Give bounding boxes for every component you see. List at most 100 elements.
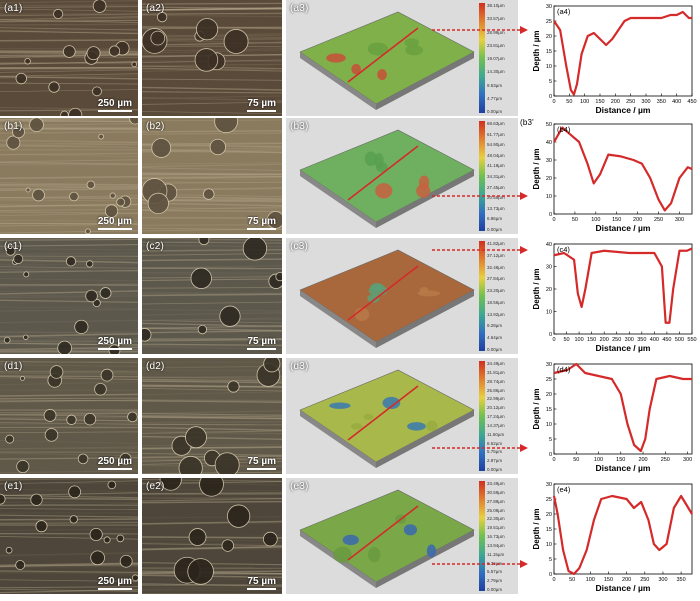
colorbar-tick-label: 0.00µm <box>487 587 502 592</box>
colorbar-tick-label: 9.53µm <box>487 83 502 88</box>
scale-bar-line <box>247 588 276 590</box>
y-tick-label: 0 <box>549 94 552 100</box>
y-axis-label: Depth / µm <box>532 148 541 189</box>
colorbar-tick-label: 4.64µm <box>487 335 502 340</box>
x-tick-label: 0 <box>552 457 555 463</box>
y-tick-label: 30 <box>546 4 552 10</box>
colorbar-tick-label: 2.87µm <box>487 458 502 463</box>
x-tick-label: 550 <box>687 337 696 343</box>
y-tick-label: 20 <box>546 392 552 398</box>
micrograph-b2: (b2)75 µm <box>142 118 282 234</box>
colorbar-tick-label: 11.15µm <box>487 552 504 557</box>
scale-bar-line <box>98 468 132 470</box>
x-tick-label: 350 <box>657 99 666 105</box>
panel-label: (a2) <box>146 3 165 14</box>
y-tick-label: 0 <box>549 572 552 578</box>
y-tick-label: 0 <box>549 212 552 218</box>
panel-label: (a1) <box>4 3 23 14</box>
scale-bar-line <box>98 228 132 230</box>
panel-label: (c1) <box>4 241 22 252</box>
x-axis-label: Distance / µm <box>596 343 651 353</box>
colorbar-tick-label: 37.12µm <box>487 253 505 258</box>
colorbar-tick-label: 20.59µm <box>487 195 505 200</box>
panel-label: (c2) <box>146 241 164 252</box>
panel-label: (d3) <box>290 361 309 372</box>
plot-frame <box>554 244 692 334</box>
scale-bar: 75 µm <box>247 576 276 590</box>
x-tick-label: 50 <box>572 217 578 223</box>
x-tick-label: 0 <box>552 217 555 223</box>
scale-bar-line <box>247 468 276 470</box>
y-tick-label: 30 <box>546 158 552 164</box>
scale-bar-line <box>247 228 276 230</box>
colorbar-tick-label: 34.31µm <box>487 174 505 179</box>
colorbar <box>479 3 485 113</box>
colorbar-tick-label: 11.50µm <box>487 432 504 437</box>
colorbar-tick-label: 8.62µm <box>487 441 502 446</box>
scale-bar: 75 µm <box>247 336 276 350</box>
y-tick-label: 0 <box>549 332 552 338</box>
colorbar-tick-label: 27.45µm <box>487 185 505 190</box>
scale-bar: 250 µm <box>98 456 132 470</box>
colorbar-tick-label: 30.59µm <box>487 490 505 495</box>
colorbar-tick-label: 5.57µm <box>487 569 502 574</box>
scale-bar-label: 250 µm <box>98 336 132 347</box>
colorbar-tick-label: 28.99µm <box>487 30 505 35</box>
depth-profile-line <box>554 12 692 95</box>
x-tick-label: 250 <box>654 217 663 223</box>
y-tick-label: 5 <box>549 79 552 85</box>
micrograph-c1: (c1) 250 µm <box>0 238 138 354</box>
y-tick-label: 10 <box>546 422 552 428</box>
panel-label: (e3) <box>290 481 309 492</box>
x-tick-label: 500 <box>675 337 684 343</box>
colorbar <box>479 241 485 351</box>
colorbar-tick-label: 18.56µm <box>487 300 505 305</box>
y-tick-label: 30 <box>546 265 552 271</box>
scale-bar-line <box>247 348 276 350</box>
panel-label: (a4) <box>557 7 571 16</box>
stray-label: (b3' <box>520 118 534 127</box>
colorbar-tick-label: 41.18µm <box>487 163 505 168</box>
x-tick-label: 0 <box>552 99 555 105</box>
colorbar-tick-label: 13.94µm <box>487 543 505 548</box>
panel-label: (a3) <box>290 3 309 14</box>
y-tick-label: 25 <box>546 19 552 25</box>
panel-label: (d1) <box>4 361 23 372</box>
x-tick-label: 50 <box>573 457 579 463</box>
scale-bar: 250 µm <box>98 576 132 590</box>
scale-bar-label: 75 µm <box>247 576 276 587</box>
scale-bar-label: 250 µm <box>98 576 132 587</box>
colorbar-tick-label: 38.10µm <box>487 3 505 8</box>
colorbar-tick-label: 27.89µm <box>487 499 505 504</box>
x-tick-label: 400 <box>672 99 681 105</box>
x-tick-label: 300 <box>675 217 684 223</box>
depth-profile-line <box>554 128 692 211</box>
colorbar-tick-label: 13.73µm <box>487 206 505 211</box>
micrograph-a1: (a1)250 µm <box>0 0 138 116</box>
colorbar-tick-label: 14.30µm <box>487 69 505 74</box>
scale-bar-label: 250 µm <box>98 216 132 227</box>
panel-label: (b4) <box>557 125 571 134</box>
colorbar-tick-label: 20.12µm <box>487 405 505 410</box>
y-axis-label: Depth / µm <box>532 388 541 429</box>
micrograph-d2: (d2)75 µm <box>142 358 282 474</box>
colorbar-tick-label: 0.00µm <box>487 227 502 232</box>
x-tick-label: 400 <box>650 337 659 343</box>
y-tick-label: 50 <box>546 122 552 128</box>
scale-bar-label: 75 µm <box>247 216 276 227</box>
x-axis-label: Distance / µm <box>596 583 651 593</box>
colorbar-tick-label: 33.57µm <box>487 16 505 21</box>
y-tick-label: 5 <box>549 557 552 563</box>
depth-profile-line <box>554 249 692 323</box>
x-axis-label: Distance / µm <box>596 105 651 115</box>
colorbar-tick-label: 19.07µm <box>487 56 505 61</box>
colorbar-tick-label: 6.86µm <box>487 216 502 221</box>
